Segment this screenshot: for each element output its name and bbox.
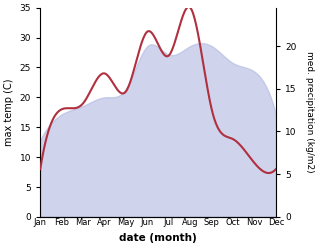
- X-axis label: date (month): date (month): [119, 233, 197, 243]
- Y-axis label: max temp (C): max temp (C): [4, 79, 14, 146]
- Y-axis label: med. precipitation (kg/m2): med. precipitation (kg/m2): [305, 51, 314, 173]
